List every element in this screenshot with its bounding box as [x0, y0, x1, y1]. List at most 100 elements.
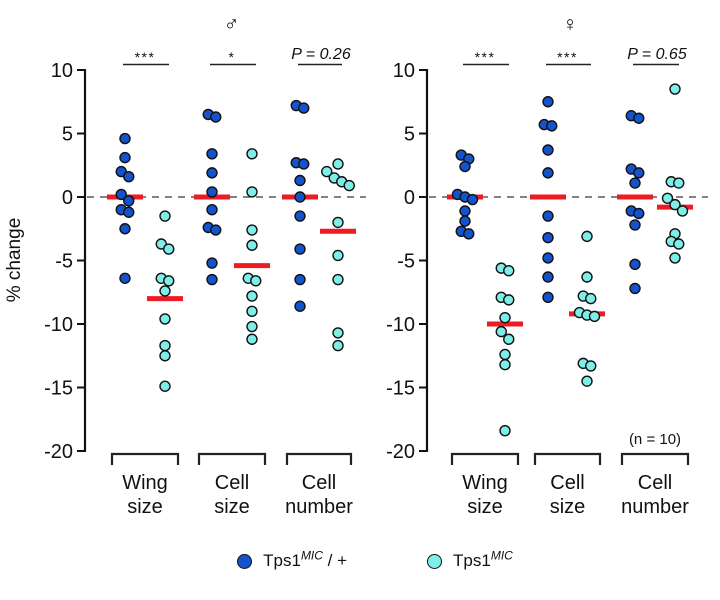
- data-point-mutant: [499, 424, 511, 437]
- data-point-control: [206, 203, 218, 216]
- legend-label-mutant-base: Tps1: [453, 551, 491, 570]
- data-point-control: [119, 132, 131, 145]
- data-point-mutant: [332, 273, 344, 286]
- data-point-mutant: [163, 243, 175, 255]
- data-point-control: [633, 207, 645, 220]
- y-tick-label: -5: [397, 251, 415, 273]
- data-point-mutant: [581, 375, 593, 387]
- data-point-control: [542, 144, 554, 156]
- data-point-control: [123, 206, 135, 218]
- data-point-control: [629, 219, 641, 231]
- data-point-mutant: [332, 339, 344, 352]
- data-point-mutant: [159, 210, 171, 222]
- data-point-control: [206, 148, 218, 160]
- data-point-control: [123, 170, 135, 183]
- data-point-control: [629, 177, 641, 189]
- y-tick-label: -10: [386, 314, 415, 336]
- data-point-mutant: [581, 271, 593, 283]
- data-point-control: [206, 273, 218, 286]
- category-label: Cell: [550, 472, 584, 494]
- data-point-control: [294, 210, 306, 222]
- data-point-control: [119, 223, 131, 235]
- data-point-control: [466, 193, 479, 206]
- data-point-control: [633, 167, 645, 179]
- category-label: Wing: [462, 472, 508, 494]
- data-point-control: [542, 271, 554, 283]
- category-label: Cell: [215, 472, 249, 494]
- data-point-mutant: [588, 310, 601, 323]
- data-point-mutant: [159, 380, 171, 392]
- category-label: Cell: [638, 472, 672, 494]
- category-bracket: [197, 452, 267, 465]
- data-point-mutant: [499, 358, 511, 371]
- data-point-control: [542, 210, 554, 222]
- legend-item-mutant: Tps1MIC: [427, 548, 513, 571]
- data-point-mutant: [495, 325, 507, 338]
- data-point-control: [459, 160, 471, 173]
- legend-item-control: Tps1MIC / +: [237, 549, 348, 571]
- category-bracket: [620, 452, 690, 465]
- y-tick-label: -10: [44, 314, 73, 336]
- category-bracket: [110, 452, 180, 465]
- data-point-control: [206, 167, 218, 179]
- data-point-control: [629, 282, 641, 295]
- data-point-mutant: [676, 205, 689, 217]
- data-point-mutant: [503, 294, 515, 306]
- data-point-mutant: [673, 177, 685, 189]
- data-point-mutant: [669, 252, 681, 264]
- chart-legend: Tps1MIC / + Tps1MIC: [0, 548, 720, 571]
- y-tick-label: 0: [62, 187, 73, 209]
- legend-label-mutant-sup: MIC: [490, 548, 513, 563]
- data-point-control: [298, 102, 310, 114]
- data-point-mutant: [321, 165, 333, 178]
- data-point-mutant: [673, 238, 685, 250]
- significance-label: *: [229, 49, 236, 65]
- y-tick-label: -20: [44, 441, 73, 463]
- data-point-mutant: [246, 224, 258, 236]
- category-label: Cell: [302, 472, 336, 494]
- legend-label-control-suffix: / +: [322, 551, 348, 570]
- y-tick-label: 0: [404, 187, 415, 209]
- y-tick-label: 5: [62, 124, 73, 146]
- data-point-control: [633, 112, 645, 124]
- data-point-mutant: [159, 313, 171, 325]
- category-bracket: [450, 452, 520, 465]
- y-tick-label: -15: [44, 378, 73, 400]
- data-point-control: [546, 120, 558, 132]
- data-point-mutant: [159, 350, 171, 362]
- data-point-control: [294, 243, 306, 255]
- data-point-control: [206, 257, 218, 269]
- y-tick-label: -15: [386, 378, 415, 400]
- data-point-control: [463, 228, 475, 240]
- data-point-mutant: [332, 249, 344, 262]
- data-point-mutant: [163, 275, 175, 287]
- data-point-control: [119, 151, 131, 164]
- sample-size-note: (n = 10): [629, 431, 681, 448]
- significance-label: ***: [557, 49, 578, 65]
- data-point-control: [294, 273, 306, 286]
- y-tick-label: 5: [404, 124, 415, 146]
- data-point-control: [294, 300, 306, 312]
- data-point-mutant: [246, 320, 258, 333]
- category-bracket: [533, 452, 602, 465]
- y-tick-label: 10: [51, 60, 73, 82]
- category-bracket: [285, 452, 353, 465]
- data-point-mutant: [159, 285, 171, 297]
- data-point-mutant: [343, 179, 355, 192]
- category-label: size: [467, 496, 503, 518]
- data-point-control: [542, 252, 554, 264]
- data-point-control: [298, 158, 310, 170]
- data-point-mutant: [503, 333, 515, 345]
- data-point-mutant: [246, 305, 258, 317]
- panel-title-male-symbol: ♂: [224, 13, 240, 36]
- data-point-mutant: [669, 83, 681, 95]
- data-point-control: [542, 231, 554, 244]
- category-label: size: [214, 496, 250, 518]
- data-point-control: [459, 205, 471, 217]
- panel-title-female-symbol: ♀: [562, 13, 578, 36]
- data-point-control: [542, 291, 554, 304]
- data-point-control: [459, 215, 471, 227]
- category-label: size: [127, 496, 163, 518]
- legend-label-control: Tps1MIC / +: [263, 549, 348, 571]
